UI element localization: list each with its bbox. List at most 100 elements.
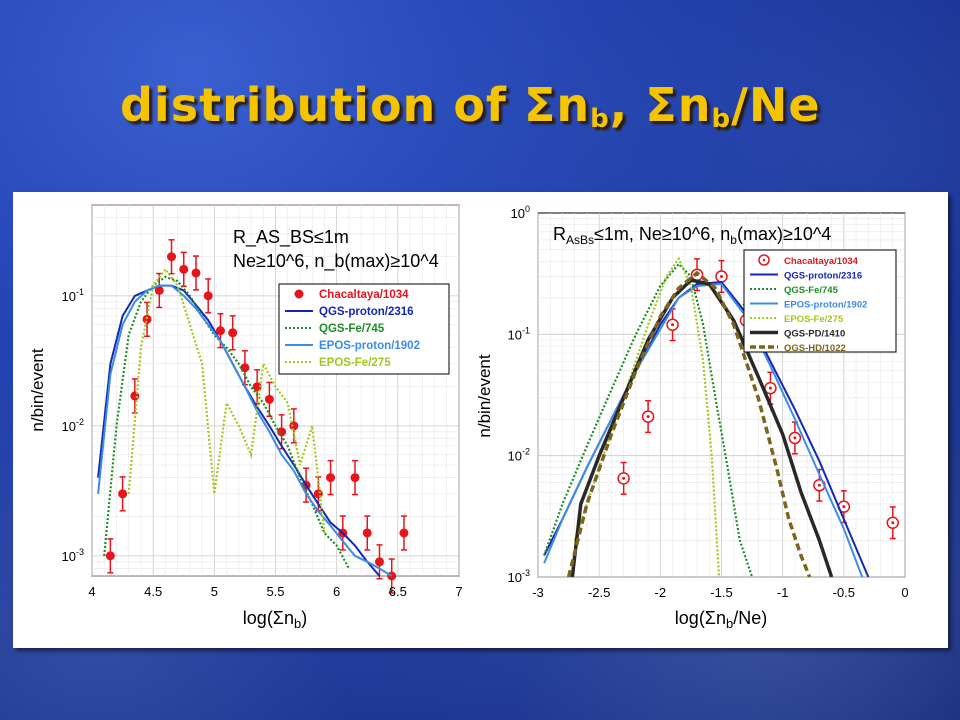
y-tick-base: 10	[508, 449, 522, 464]
x-tick-label: -2.5	[588, 585, 610, 600]
data-point	[203, 278, 213, 314]
y-tick-base: 10	[508, 570, 522, 585]
marker	[374, 557, 384, 567]
right-chart-series	[543, 256, 900, 578]
title-n-1: n	[556, 78, 591, 132]
data-point	[179, 251, 189, 288]
legend-label: QGS-proton/2316	[784, 271, 862, 282]
y-tick-base: 10	[508, 327, 522, 342]
legend-entry: QGS-Fe/745	[750, 285, 839, 296]
legend-entry: EPOS-Fe/275	[750, 314, 844, 325]
legend-entry: QGS-HD/1022	[750, 343, 846, 354]
series-line	[543, 282, 864, 578]
data-point	[118, 476, 128, 512]
marker	[142, 314, 152, 324]
legend-label: Chacaltaya/1034	[319, 289, 409, 301]
data-point	[362, 515, 372, 551]
marker	[215, 326, 225, 336]
right-x-label-pre: log(Σn	[675, 608, 726, 628]
left-x-label-post: )	[301, 608, 307, 628]
x-tick-label: 0	[901, 585, 908, 600]
marker	[387, 571, 397, 581]
marker	[252, 382, 262, 392]
series-line	[97, 284, 393, 577]
title-sub-2: b	[711, 104, 732, 134]
y-tick-base: 10	[511, 206, 525, 221]
right-y-axis-label: n/bin/event	[475, 354, 494, 437]
legend-marker	[294, 289, 304, 299]
marker	[326, 473, 336, 483]
data-point	[228, 315, 238, 351]
legend-label: EPOS-proton/1902	[784, 300, 867, 311]
data-point	[617, 461, 630, 495]
x-tick-label: -2	[655, 585, 667, 600]
figure-svg: 4 4.5 5 5.5 6 6.5 710-110-210-3 R_AS_BS≤1m Ne≥…	[28, 204, 909, 631]
legend-label: EPOS-Fe/275	[784, 314, 844, 325]
x-tick-label: 4.5	[144, 584, 162, 599]
x-tick-label: 5.5	[266, 584, 284, 599]
marker	[277, 427, 287, 437]
marker	[191, 268, 201, 278]
y-tick-exponent: -1	[522, 325, 530, 335]
legend-label: EPOS-proton/1902	[319, 340, 420, 352]
y-tick-exponent: -2	[76, 417, 84, 427]
right-annotation-s2: b	[730, 233, 737, 247]
legend-label: QGS-HD/1022	[784, 343, 846, 354]
left-chart-axes: 4 4.5 5 5.5 6 6.5 710-110-210-3	[62, 287, 463, 599]
data-point	[715, 259, 728, 294]
x-tick-label: 6.5	[389, 584, 407, 599]
left-chart-legend: Chacaltaya/1034 QGS-proton/2316 QGS-Fe/745…	[278, 283, 450, 375]
data-point	[886, 506, 900, 540]
left-x-label-pre: log(Σn	[243, 608, 294, 628]
title-suffix: /Ne	[731, 78, 821, 132]
data-point	[399, 515, 409, 551]
legend-entry: QGS-Fe/745	[285, 323, 385, 335]
legend-label: QGS-proton/2316	[319, 306, 414, 318]
legend-entry: QGS-PD/1410	[750, 329, 845, 340]
marker	[167, 252, 177, 262]
marker-dot	[817, 483, 821, 487]
series-line	[570, 278, 834, 578]
y-tick-base: 10	[62, 549, 76, 564]
data-point	[326, 459, 336, 496]
data-point	[105, 538, 115, 574]
y-tick-exponent: -3	[76, 547, 84, 557]
left-chart-series	[97, 239, 409, 594]
data-point	[764, 371, 777, 405]
legend-label: Chacaltaya/1034	[784, 256, 859, 267]
data-point	[191, 255, 201, 291]
legend-entry: EPOS-Fe/275	[285, 357, 391, 369]
left-annotation-line-2: Ne≥10^6, n_b(max)≥10^4	[233, 251, 439, 272]
left-x-axis-label: log(Σnb)	[243, 608, 307, 631]
y-tick-exponent: -2	[522, 447, 530, 457]
data-point	[666, 308, 679, 342]
right-x-label-sub: b	[726, 616, 733, 631]
right-annotation: RAsBs≤1m, Ne≥10^6, nb(max)≥10^4	[553, 224, 831, 247]
marker	[228, 328, 238, 338]
y-tick-label: 10-3	[508, 568, 530, 585]
marker-dot	[720, 274, 723, 278]
y-tick-label: 10-2	[508, 447, 530, 464]
legend-entry: QGS-proton/2316	[750, 271, 862, 282]
marker	[118, 489, 128, 499]
x-tick-label: 7	[455, 584, 462, 599]
marker-dot	[768, 386, 772, 390]
legend-marker-dot	[762, 258, 766, 262]
data-point	[142, 301, 152, 338]
x-tick-label: 6	[333, 584, 340, 599]
slide-title: distribution of Σnb, Σnb/Ne	[120, 78, 821, 134]
right-annotation-s1: AsBs	[566, 233, 594, 247]
title-sub-1: b	[590, 104, 610, 134]
x-tick-label: -3	[532, 585, 544, 600]
left-annotation-line-1: R_AS_BS≤1m	[233, 227, 349, 248]
y-tick-exponent: -1	[76, 287, 84, 297]
data-point	[350, 459, 360, 496]
series-line	[566, 270, 812, 578]
y-tick-label: 10-1	[508, 325, 530, 342]
marker	[203, 291, 213, 301]
figure-panel: 4 4.5 5 5.5 6 6.5 7 10-1 10-2 10-3 R_AS_BS≤1m Ne≥…	[13, 192, 948, 648]
data-point	[374, 544, 384, 580]
x-tick-label: -0.5	[833, 585, 855, 600]
